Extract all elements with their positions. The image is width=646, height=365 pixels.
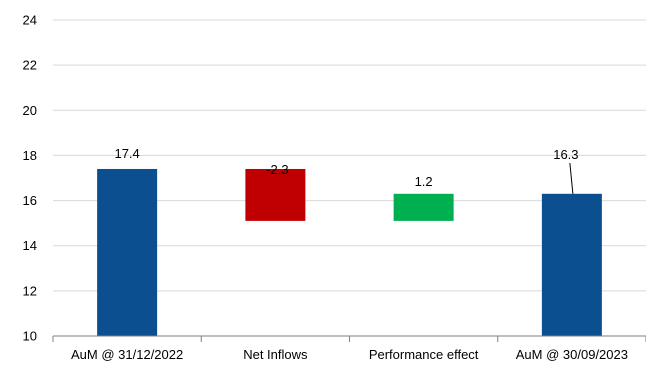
bar bbox=[541, 193, 602, 336]
bar bbox=[245, 168, 306, 221]
data-labels: 17.4 -2.3 1.2 16.3 bbox=[114, 146, 579, 194]
y-tick-label: 18 bbox=[23, 148, 37, 163]
y-tick-label: 20 bbox=[23, 103, 37, 118]
y-tick-label: 14 bbox=[23, 238, 37, 253]
x-axis: AuM @ 31/12/2022 Net Inflows Performance e… bbox=[52, 335, 646, 362]
x-tick-label: Performance effect bbox=[369, 347, 479, 362]
data-label: -2.3 bbox=[266, 162, 288, 177]
data-label: 1.2 bbox=[415, 174, 433, 189]
x-tick-label: AuM @ 30/09/2023 bbox=[516, 347, 628, 362]
x-tick-label: Net Inflows bbox=[243, 347, 308, 362]
x-tick-label: AuM @ 31/12/2022 bbox=[71, 347, 183, 362]
y-tick-label: 24 bbox=[23, 13, 37, 28]
bars bbox=[97, 168, 602, 336]
y-axis-ticks: 10 12 14 16 18 20 22 24 bbox=[23, 13, 37, 344]
data-label: 16.3 bbox=[553, 147, 578, 162]
bar bbox=[97, 168, 158, 336]
y-tick-label: 16 bbox=[23, 193, 37, 208]
y-tick-label: 10 bbox=[23, 329, 37, 344]
y-tick-label: 22 bbox=[23, 58, 37, 73]
y-tick-label: 12 bbox=[23, 283, 37, 298]
data-label: 17.4 bbox=[114, 146, 139, 161]
data-label-leader bbox=[569, 162, 574, 194]
bar bbox=[393, 193, 454, 221]
